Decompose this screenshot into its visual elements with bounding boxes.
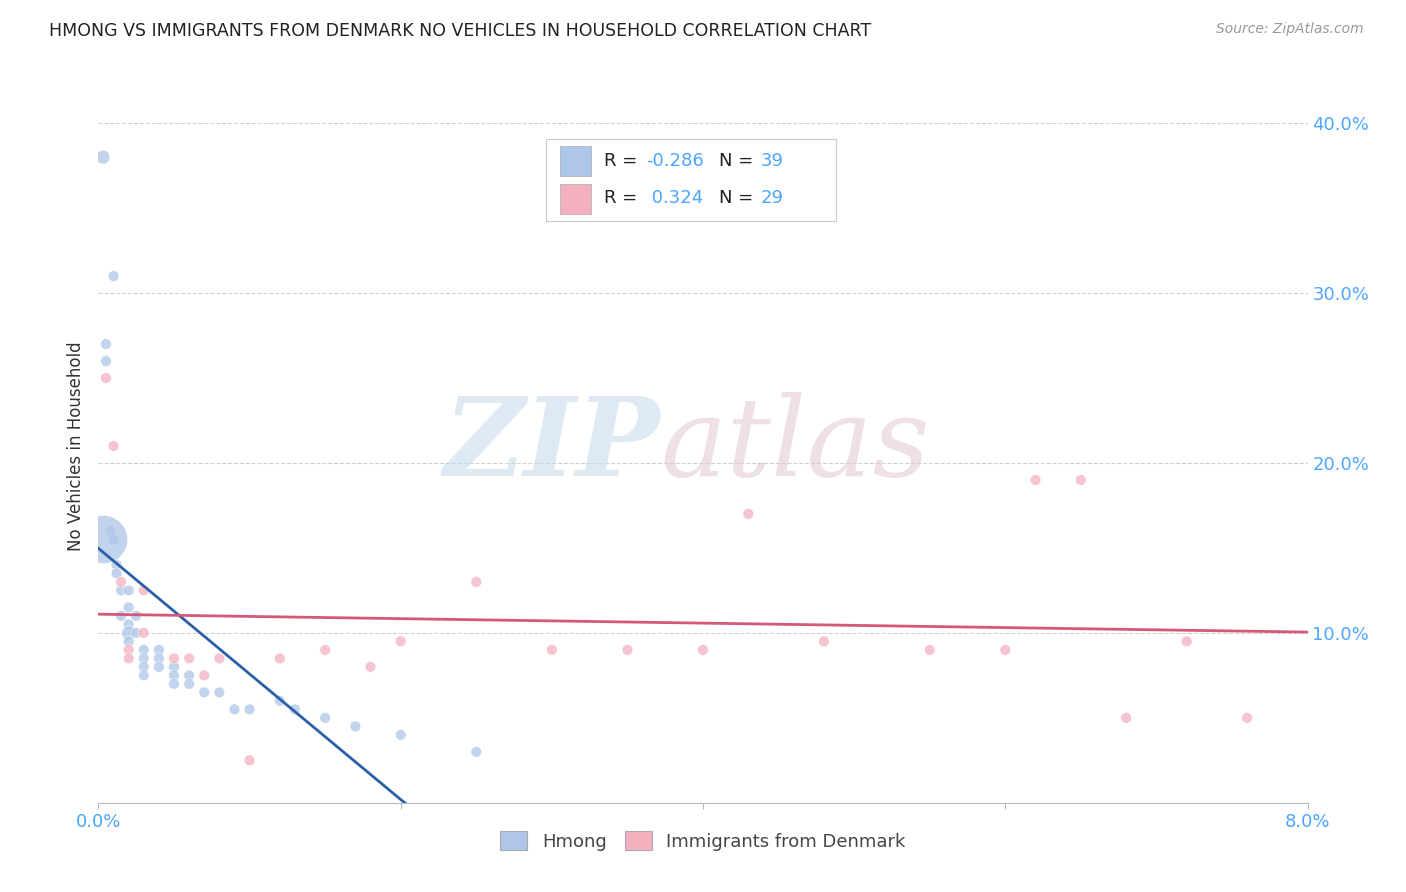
- Point: [224, 702, 246, 716]
- Point: [193, 685, 215, 699]
- Point: [994, 643, 1017, 657]
- Point: [94, 337, 117, 351]
- Point: [125, 608, 148, 623]
- Point: [148, 643, 170, 657]
- Point: [132, 668, 155, 682]
- Point: [94, 371, 117, 385]
- Text: -0.286: -0.286: [647, 152, 704, 169]
- Point: [103, 269, 125, 284]
- Point: [239, 753, 262, 767]
- Point: [105, 566, 128, 581]
- Y-axis label: No Vehicles in Household: No Vehicles in Household: [66, 341, 84, 551]
- Point: [118, 600, 141, 615]
- Point: [239, 702, 262, 716]
- Point: [110, 608, 132, 623]
- Point: [132, 651, 155, 665]
- Text: N =: N =: [718, 152, 759, 169]
- Point: [91, 533, 114, 547]
- Point: [132, 583, 155, 598]
- Point: [284, 702, 307, 716]
- Point: [163, 677, 186, 691]
- Text: HMONG VS IMMIGRANTS FROM DENMARK NO VEHICLES IN HOUSEHOLD CORRELATION CHART: HMONG VS IMMIGRANTS FROM DENMARK NO VEHI…: [49, 22, 872, 40]
- Point: [118, 634, 141, 648]
- Point: [616, 643, 638, 657]
- Point: [179, 651, 201, 665]
- Point: [737, 507, 759, 521]
- Point: [132, 660, 155, 674]
- Point: [110, 574, 132, 589]
- Point: [1115, 711, 1137, 725]
- Point: [132, 626, 155, 640]
- Bar: [561, 184, 591, 214]
- Point: [103, 533, 125, 547]
- Point: [118, 651, 141, 665]
- Point: [100, 524, 122, 538]
- Point: [1175, 634, 1198, 648]
- Text: 0.324: 0.324: [647, 189, 703, 207]
- Legend: Hmong, Immigrants from Denmark: Hmong, Immigrants from Denmark: [494, 824, 912, 858]
- Point: [118, 643, 141, 657]
- Point: [125, 626, 148, 640]
- Point: [269, 651, 291, 665]
- Point: [163, 668, 186, 682]
- Text: Source: ZipAtlas.com: Source: ZipAtlas.com: [1216, 22, 1364, 37]
- Point: [94, 354, 117, 368]
- Point: [389, 728, 412, 742]
- Point: [269, 694, 291, 708]
- Point: [110, 583, 132, 598]
- Point: [692, 643, 714, 657]
- Point: [118, 626, 141, 640]
- FancyBboxPatch shape: [546, 139, 837, 221]
- Point: [91, 150, 114, 164]
- Point: [148, 660, 170, 674]
- Point: [465, 745, 488, 759]
- Point: [344, 719, 367, 733]
- Point: [148, 651, 170, 665]
- Point: [103, 439, 125, 453]
- Point: [163, 651, 186, 665]
- Point: [208, 685, 231, 699]
- Point: [1070, 473, 1092, 487]
- Point: [813, 634, 835, 648]
- Point: [163, 660, 186, 674]
- Point: [465, 574, 488, 589]
- Point: [208, 651, 231, 665]
- Text: 29: 29: [761, 189, 785, 207]
- Point: [389, 634, 412, 648]
- Text: atlas: atlas: [661, 392, 931, 500]
- Point: [179, 677, 201, 691]
- Text: ZIP: ZIP: [444, 392, 661, 500]
- Point: [1236, 711, 1258, 725]
- Point: [1025, 473, 1047, 487]
- Point: [540, 643, 562, 657]
- Point: [360, 660, 382, 674]
- Point: [918, 643, 941, 657]
- Point: [132, 643, 155, 657]
- Text: R =: R =: [603, 152, 643, 169]
- Point: [118, 583, 141, 598]
- Point: [118, 617, 141, 632]
- Point: [179, 668, 201, 682]
- Point: [105, 558, 128, 572]
- Text: R =: R =: [603, 189, 643, 207]
- Point: [314, 711, 336, 725]
- Text: N =: N =: [718, 189, 759, 207]
- Bar: [561, 146, 591, 177]
- Point: [193, 668, 215, 682]
- Text: 39: 39: [761, 152, 785, 169]
- Point: [314, 643, 336, 657]
